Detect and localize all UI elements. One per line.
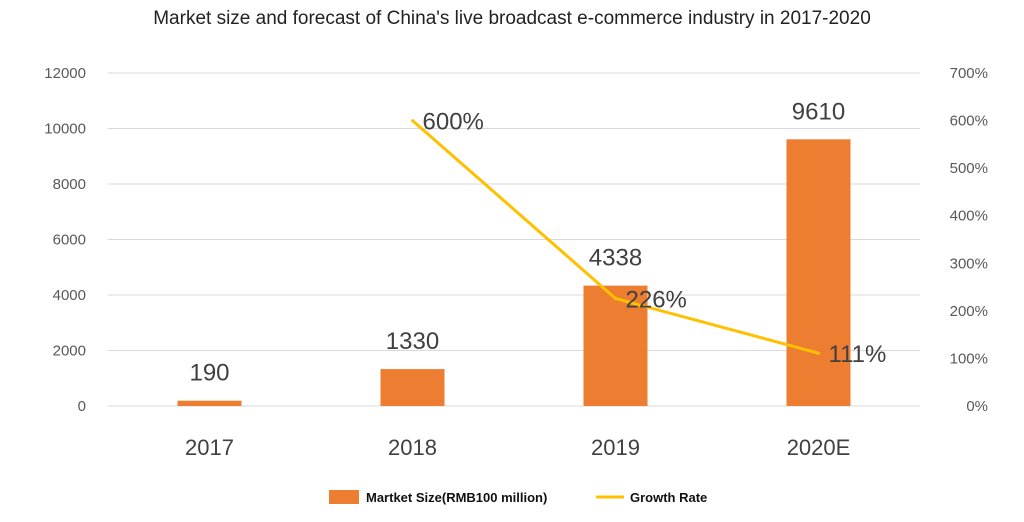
y-right-tick-label: 0% — [966, 398, 988, 415]
legend-swatch-market-size — [329, 490, 359, 504]
data-labels: 190 1330 4338 9610 600% 226% 111% — [189, 98, 886, 386]
legend-label-market-size: Martket Size(RMB100 million) — [366, 490, 547, 505]
y-right-tick-label: 300% — [950, 255, 988, 272]
legend-label-growth-rate: Growth Rate — [630, 490, 707, 505]
line-point — [411, 119, 414, 123]
bar-data-label: 190 — [189, 360, 229, 387]
axes: 0 2000 4000 6000 8000 10000 12000 0% 100% 200% 300… — [44, 65, 988, 460]
chart-title: Market size and forecast of China's live… — [153, 8, 871, 29]
x-tick-label: 2017 — [185, 435, 234, 460]
line-series — [411, 119, 820, 355]
bar — [380, 369, 445, 406]
line-point — [614, 296, 617, 300]
line-data-label: 111% — [829, 341, 887, 368]
line-data-label: 600% — [423, 109, 484, 136]
y-left-tick-label: 6000 — [53, 232, 86, 249]
gridlines — [108, 72, 920, 407]
bar-data-label: 9610 — [792, 98, 845, 125]
y-right-tick-label: 200% — [950, 303, 988, 320]
line-point — [817, 351, 820, 355]
y-left-tick-label: 12000 — [44, 65, 86, 82]
y-left-tick-label: 0 — [78, 398, 86, 415]
legend: Martket Size(RMB100 million) Growth Rate — [329, 490, 707, 505]
y-left-tick-label: 10000 — [44, 121, 86, 138]
y-right-tick-label: 600% — [950, 113, 988, 130]
y-left-tick-label: 8000 — [53, 176, 86, 193]
bar — [177, 400, 242, 406]
y-right-tick-label: 400% — [950, 208, 988, 225]
bar-series — [177, 139, 851, 406]
x-tick-label: 2020E — [787, 435, 851, 460]
line-data-label: 226% — [626, 286, 687, 313]
y-left-tick-label: 4000 — [53, 287, 86, 304]
bar-data-label: 1330 — [386, 328, 439, 355]
y-right-tick-label: 700% — [950, 65, 988, 82]
bar-data-label: 4338 — [589, 245, 642, 272]
y-right-tick-label: 500% — [950, 160, 988, 177]
y-left-tick-label: 2000 — [53, 343, 86, 360]
x-tick-label: 2019 — [591, 435, 640, 460]
bar — [786, 139, 851, 406]
x-tick-label: 2018 — [388, 435, 437, 460]
y-right-tick-label: 100% — [950, 350, 988, 367]
